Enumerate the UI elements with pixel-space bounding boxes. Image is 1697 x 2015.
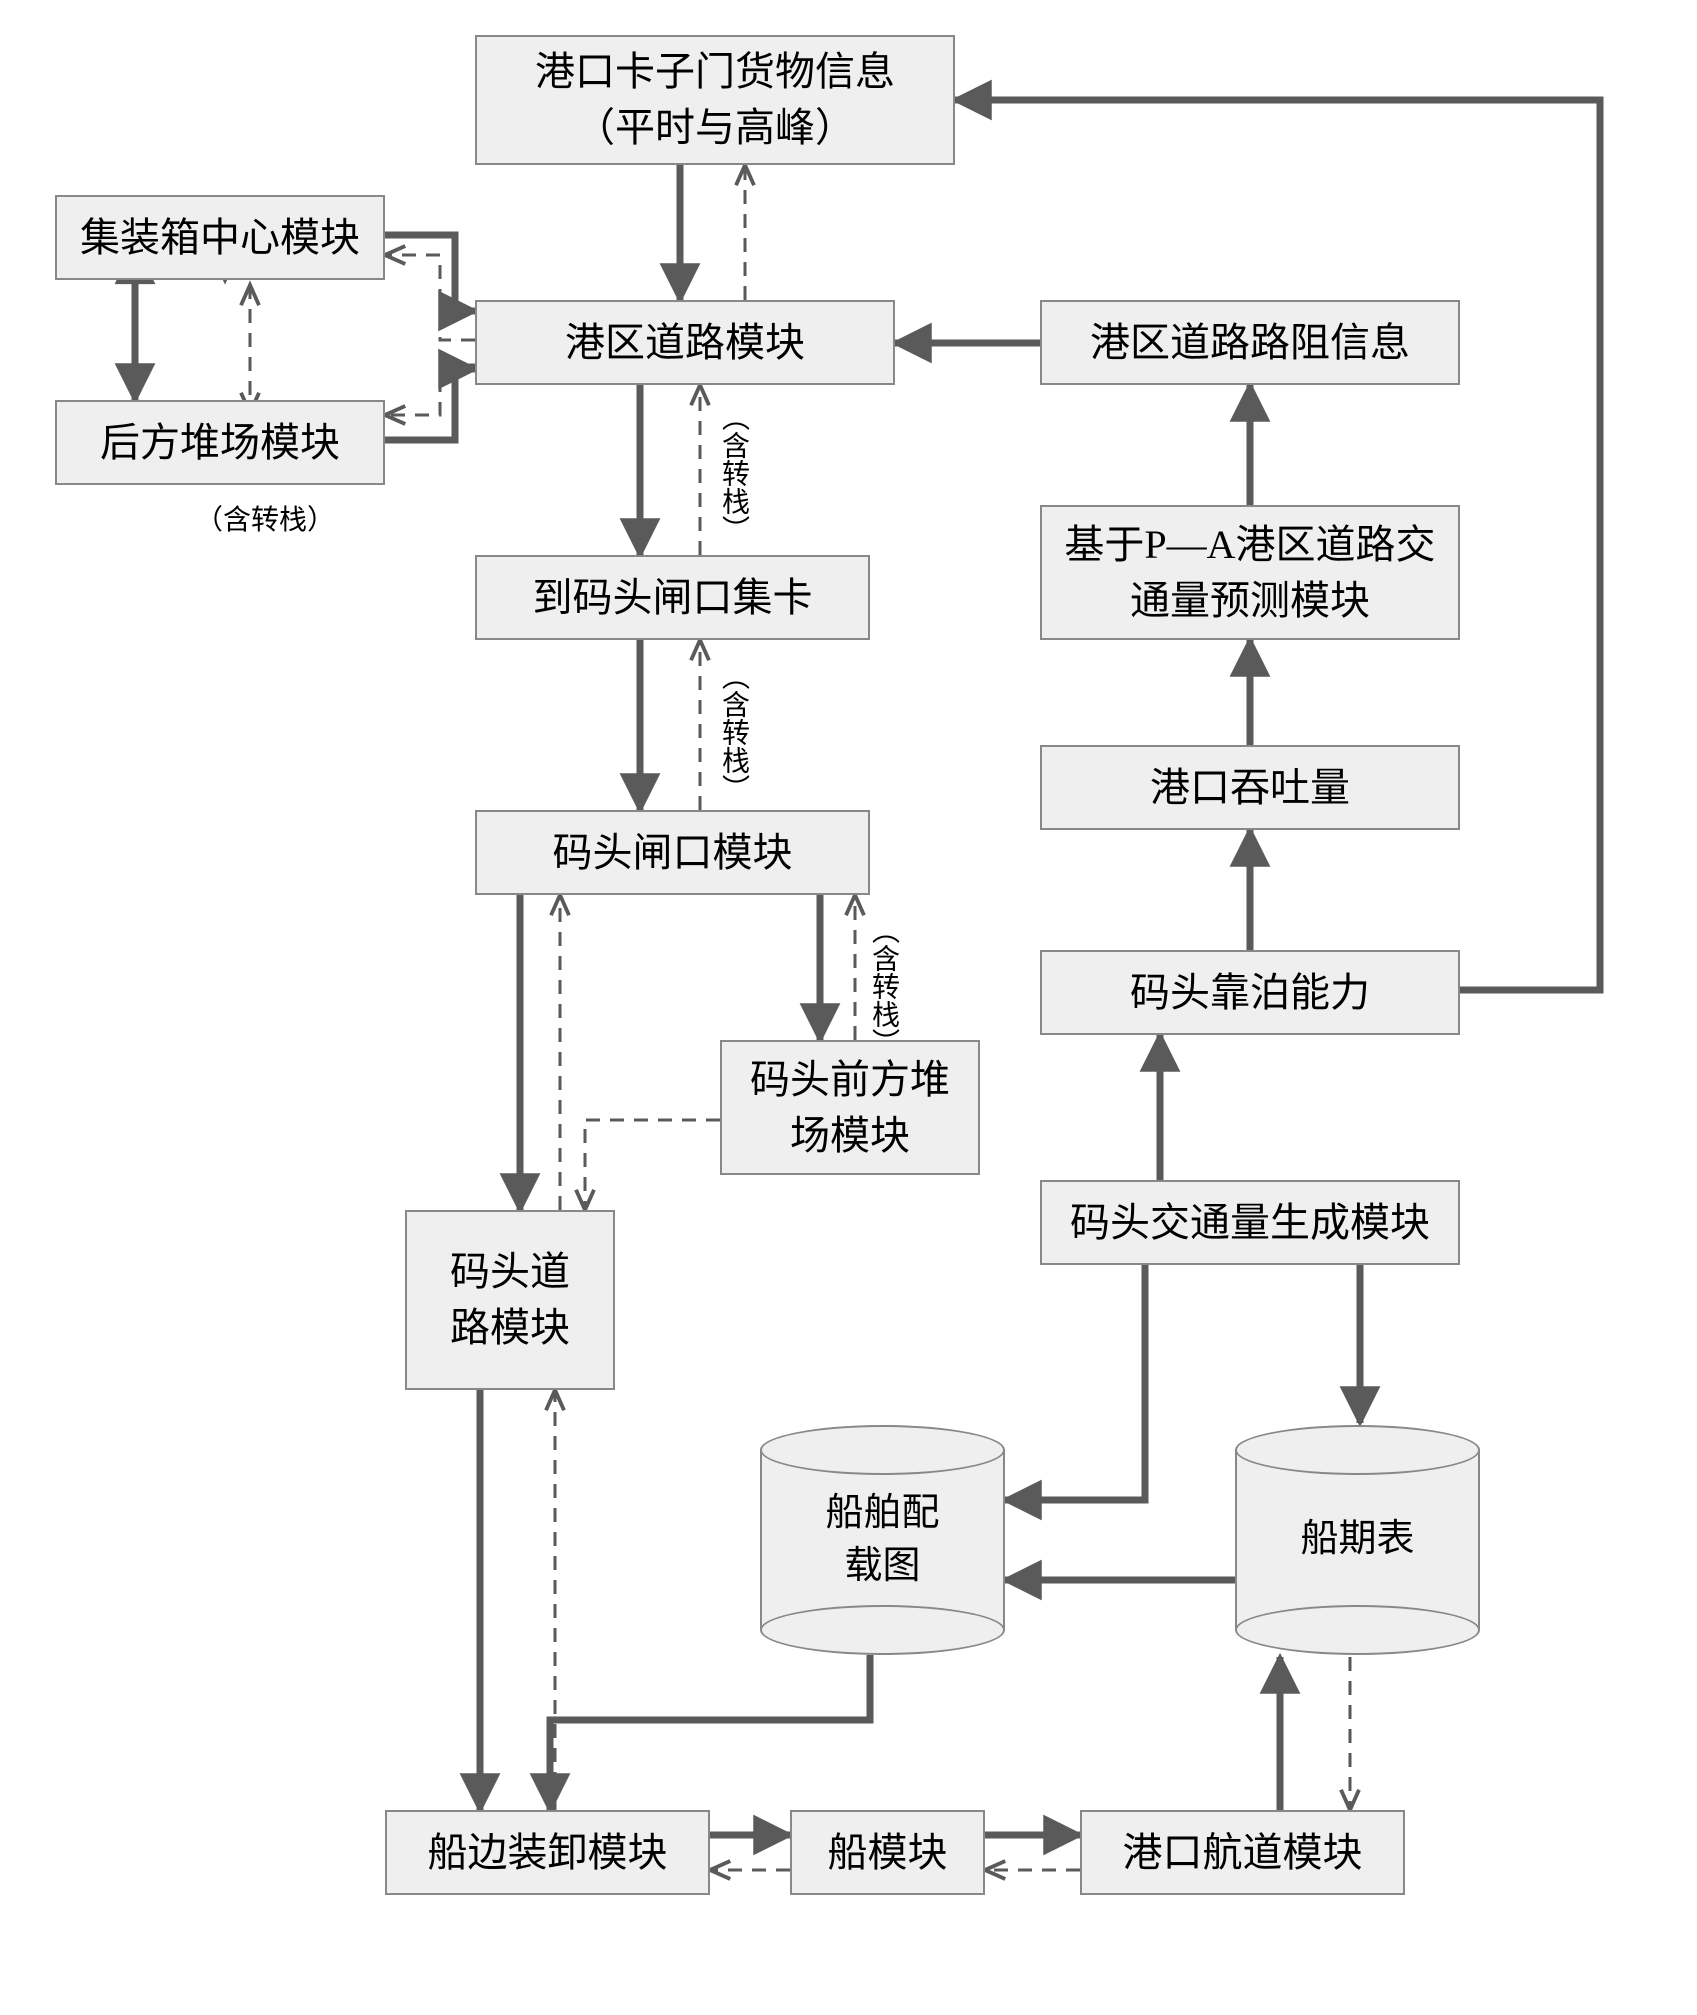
node-label: 船边装卸模块 (428, 1825, 668, 1881)
node-label: 码头交通量生成模块 (1070, 1195, 1430, 1251)
node-label: 到码头闸口集卡 (533, 570, 813, 626)
node-dock-road: 码头道路模块 (405, 1210, 615, 1390)
node-label: 码头前方堆场模块 (750, 1052, 950, 1164)
node-label: 船舶配载图 (825, 1487, 939, 1593)
annot-transfer-3: （含转栈） (713, 662, 753, 802)
node-gate-truck: 到码头闸口集卡 (475, 555, 870, 640)
node-ship: 船模块 (790, 1810, 985, 1895)
node-port-road: 港区道路模块 (475, 300, 895, 385)
node-berth-capacity: 码头靠泊能力 (1040, 950, 1460, 1035)
node-road-impedance: 港区道路路阻信息 (1040, 300, 1460, 385)
node-port-gate-info: 港口卡子门货物信息（平时与高峰） (475, 35, 955, 165)
node-label: 船期表 (1300, 1513, 1414, 1566)
node-label: 港区道路路阻信息 (1090, 315, 1410, 371)
node-stowage-plan: 船舶配载图 (760, 1425, 1005, 1655)
node-pa-traffic: 基于P—A港区道路交通量预测模块 (1040, 505, 1460, 640)
node-label: 港口卡子门货物信息（平时与高峰） (535, 44, 895, 156)
node-label: 船模块 (828, 1825, 948, 1881)
node-dock-gate: 码头闸口模块 (475, 810, 870, 895)
node-dock-traffic-gen: 码头交通量生成模块 (1040, 1180, 1460, 1265)
node-label: 集装箱中心模块 (80, 210, 360, 266)
node-ship-loading: 船边装卸模块 (385, 1810, 710, 1895)
annot-transfer-1: （含转栈） (195, 498, 335, 538)
node-label: 港口吞吐量 (1150, 760, 1350, 816)
node-label: 码头靠泊能力 (1130, 965, 1370, 1021)
annot-transfer-4: （含转栈） (863, 916, 903, 1056)
node-front-yard: 码头前方堆场模块 (720, 1040, 980, 1175)
annot-transfer-2: （含转栈） (713, 403, 753, 543)
node-label: 码头闸口模块 (553, 825, 793, 881)
node-schedule: 船期表 (1235, 1425, 1480, 1655)
node-channel: 港口航道模块 (1080, 1810, 1405, 1895)
node-label: 港区道路模块 (565, 315, 805, 371)
node-container-center: 集装箱中心模块 (55, 195, 385, 280)
node-label: 港口航道模块 (1123, 1825, 1363, 1881)
node-throughput: 港口吞吐量 (1040, 745, 1460, 830)
node-label: 码头道路模块 (450, 1244, 570, 1356)
node-label: 后方堆场模块 (100, 415, 340, 471)
node-label: 基于P—A港区道路交通量预测模块 (1064, 517, 1435, 629)
node-rear-yard: 后方堆场模块 (55, 400, 385, 485)
